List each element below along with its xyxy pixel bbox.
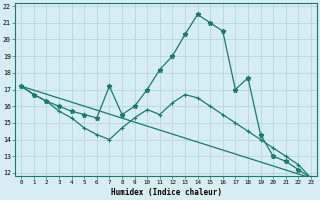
X-axis label: Humidex (Indice chaleur): Humidex (Indice chaleur) [111,188,221,197]
